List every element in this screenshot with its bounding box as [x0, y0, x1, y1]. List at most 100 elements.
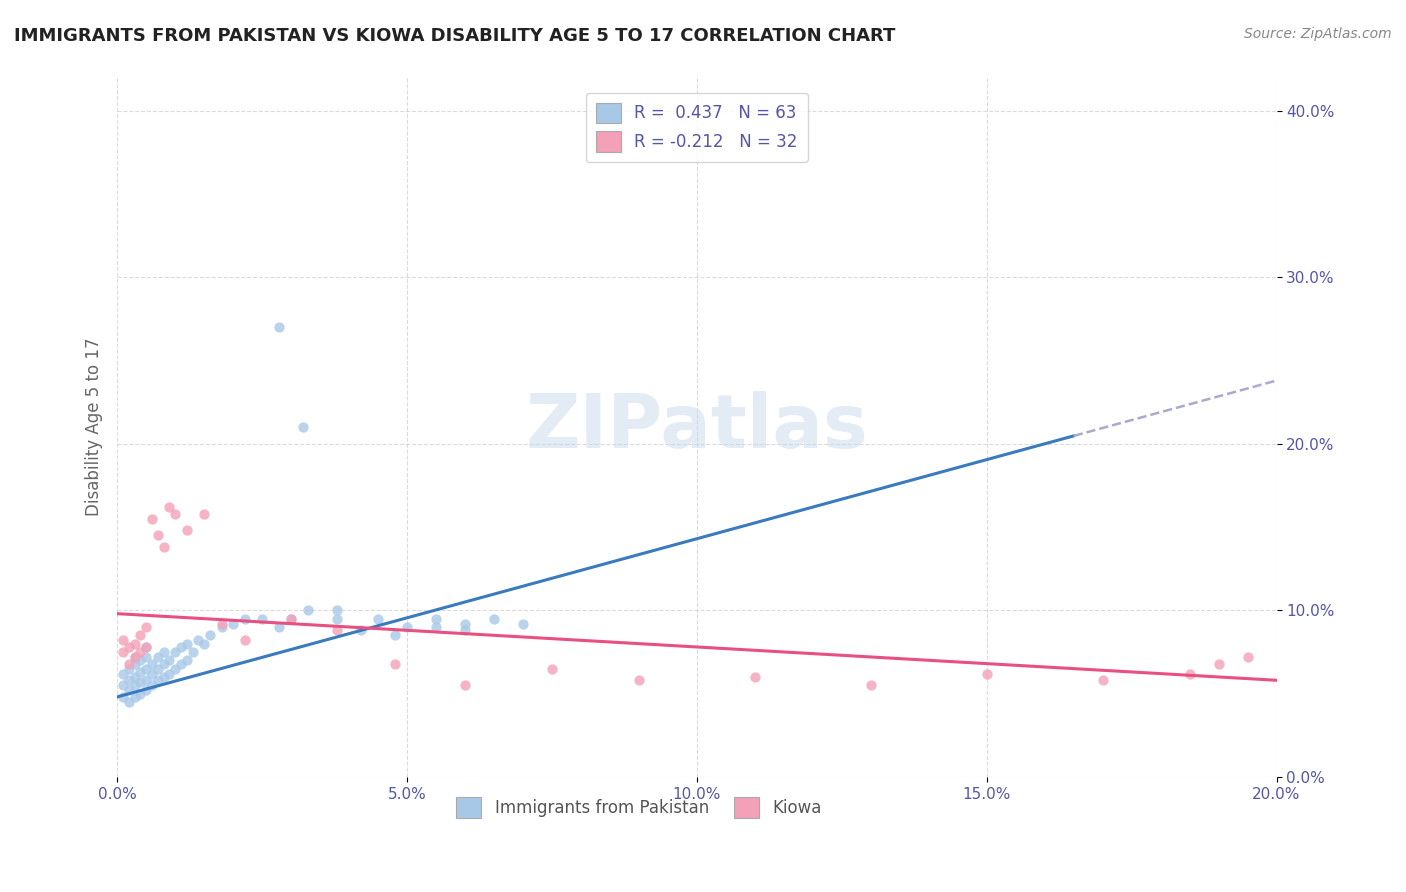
Point	[170, 640, 193, 654]
Point	[367, 612, 389, 626]
Point	[198, 628, 221, 642]
Point	[152, 657, 174, 671]
Point	[280, 612, 302, 626]
Point	[176, 637, 198, 651]
Point	[129, 675, 152, 690]
Point	[129, 665, 152, 679]
Point	[1178, 666, 1201, 681]
Point	[152, 645, 174, 659]
Text: ZIPatlas: ZIPatlas	[526, 391, 868, 464]
Point	[976, 666, 998, 681]
Point	[111, 666, 134, 681]
Point	[165, 645, 187, 659]
Point	[152, 540, 174, 554]
Point	[233, 633, 256, 648]
Point	[146, 673, 169, 688]
Point	[176, 653, 198, 667]
Point	[141, 657, 163, 671]
Point	[124, 670, 146, 684]
Point	[211, 620, 233, 634]
Point	[454, 616, 477, 631]
Point	[859, 678, 882, 692]
Point	[425, 620, 447, 634]
Point	[165, 662, 187, 676]
Point	[269, 620, 291, 634]
Point	[135, 662, 157, 676]
Point	[118, 695, 141, 709]
Point	[111, 645, 134, 659]
Point	[129, 645, 152, 659]
Point	[111, 678, 134, 692]
Point	[193, 637, 215, 651]
Point	[233, 612, 256, 626]
Point	[181, 645, 204, 659]
Point	[146, 662, 169, 676]
Point	[176, 524, 198, 538]
Point	[187, 633, 209, 648]
Point	[384, 628, 406, 642]
Point	[193, 507, 215, 521]
Point	[124, 690, 146, 704]
Point	[124, 650, 146, 665]
Point	[111, 633, 134, 648]
Point	[425, 612, 447, 626]
Point	[124, 657, 146, 671]
Point	[146, 528, 169, 542]
Point	[118, 657, 141, 671]
Point	[118, 640, 141, 654]
Point	[129, 653, 152, 667]
Point	[280, 612, 302, 626]
Point	[135, 673, 157, 688]
Point	[297, 603, 319, 617]
Point	[124, 678, 146, 692]
Legend: Immigrants from Pakistan, Kiowa: Immigrants from Pakistan, Kiowa	[450, 791, 828, 824]
Point	[541, 662, 564, 676]
Point	[135, 650, 157, 665]
Point	[326, 612, 349, 626]
Point	[384, 657, 406, 671]
Point	[124, 650, 146, 665]
Point	[118, 662, 141, 676]
Point	[135, 620, 157, 634]
Point	[627, 673, 650, 688]
Point	[124, 637, 146, 651]
Point	[326, 603, 349, 617]
Point	[157, 666, 180, 681]
Point	[157, 653, 180, 667]
Point	[118, 673, 141, 688]
Point	[326, 624, 349, 638]
Point	[135, 640, 157, 654]
Point	[146, 650, 169, 665]
Point	[141, 512, 163, 526]
Point	[1208, 657, 1230, 671]
Point	[211, 616, 233, 631]
Point	[269, 320, 291, 334]
Point	[135, 683, 157, 698]
Point	[395, 620, 418, 634]
Point	[222, 616, 245, 631]
Point	[157, 500, 180, 514]
Point	[111, 690, 134, 704]
Point	[129, 687, 152, 701]
Point	[141, 678, 163, 692]
Point	[135, 640, 157, 654]
Point	[482, 612, 505, 626]
Point	[350, 624, 373, 638]
Point	[170, 657, 193, 671]
Point	[129, 628, 152, 642]
Point	[454, 678, 477, 692]
Point	[1236, 650, 1258, 665]
Point	[744, 670, 766, 684]
Point	[512, 616, 534, 631]
Text: Source: ZipAtlas.com: Source: ZipAtlas.com	[1244, 27, 1392, 41]
Y-axis label: Disability Age 5 to 17: Disability Age 5 to 17	[86, 338, 103, 516]
Point	[141, 666, 163, 681]
Point	[291, 420, 314, 434]
Point	[165, 507, 187, 521]
Point	[250, 612, 273, 626]
Point	[152, 670, 174, 684]
Text: IMMIGRANTS FROM PAKISTAN VS KIOWA DISABILITY AGE 5 TO 17 CORRELATION CHART: IMMIGRANTS FROM PAKISTAN VS KIOWA DISABI…	[14, 27, 896, 45]
Point	[118, 683, 141, 698]
Point	[1091, 673, 1114, 688]
Point	[454, 624, 477, 638]
